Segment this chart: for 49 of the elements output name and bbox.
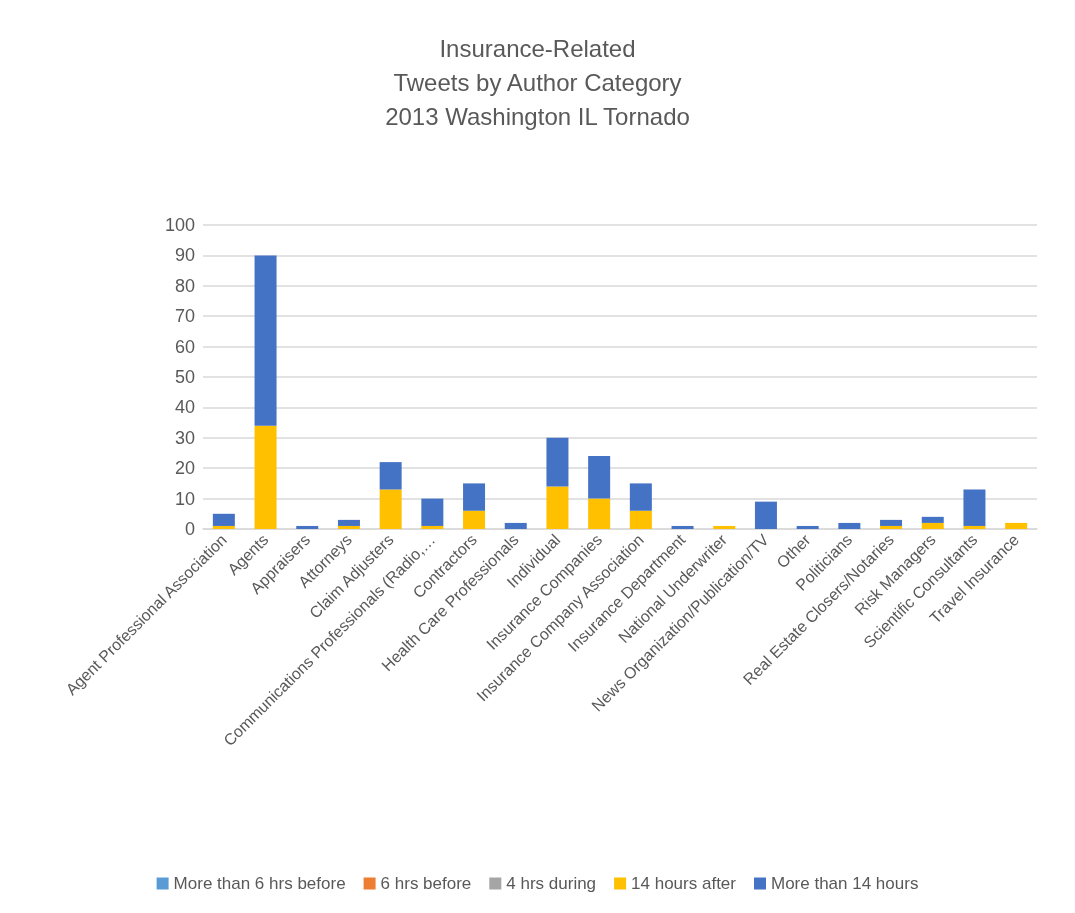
bar — [254, 425, 277, 529]
bar — [546, 437, 569, 487]
bar — [421, 498, 444, 526]
y-tick-label: 10 — [174, 488, 195, 509]
y-tick-label: 100 — [164, 215, 195, 235]
legend-label: More than 6 hrs before — [173, 874, 346, 893]
bar — [212, 525, 235, 529]
bar — [212, 513, 235, 526]
bar — [546, 486, 569, 529]
y-tick-label: 60 — [174, 336, 195, 357]
y-tick-label: 70 — [174, 306, 195, 327]
bar — [296, 525, 319, 529]
y-tick-label: 80 — [174, 275, 195, 296]
y-tick-label: 50 — [174, 367, 195, 387]
bar — [588, 498, 611, 529]
y-tick-label: 30 — [174, 427, 195, 448]
bar — [379, 489, 402, 529]
y-tick-label: 40 — [174, 397, 195, 418]
bar — [838, 522, 861, 529]
bar — [921, 516, 944, 523]
bar — [629, 510, 652, 529]
bar — [1005, 522, 1028, 529]
y-tick-label: 90 — [174, 245, 195, 266]
legend-label: 14 hours after — [631, 874, 737, 893]
bar — [880, 525, 903, 529]
bar — [713, 525, 736, 529]
y-tick-label: 0 — [184, 519, 195, 539]
bar — [796, 525, 819, 529]
bar — [963, 525, 986, 529]
legend-label: 4 hrs during — [506, 874, 597, 893]
bar — [463, 483, 486, 511]
bar — [921, 522, 944, 529]
bar — [629, 483, 652, 511]
bar — [754, 501, 777, 529]
bar — [421, 525, 444, 529]
bar — [254, 255, 277, 426]
bar — [379, 462, 402, 490]
chart-title: Insurance-Related Tweets by Author Category 2013 Washington IL Tornado — [385, 34, 690, 130]
legend-label: 6 hrs before — [380, 874, 472, 893]
bar — [880, 519, 903, 526]
bar — [337, 525, 360, 529]
bar — [963, 489, 986, 526]
bar — [671, 525, 694, 529]
bar — [337, 519, 360, 526]
bar — [463, 510, 486, 529]
bar — [504, 522, 527, 529]
y-tick-label: 20 — [174, 458, 195, 479]
legend-label: More than 14 hours — [770, 874, 919, 893]
bar — [588, 456, 611, 499]
